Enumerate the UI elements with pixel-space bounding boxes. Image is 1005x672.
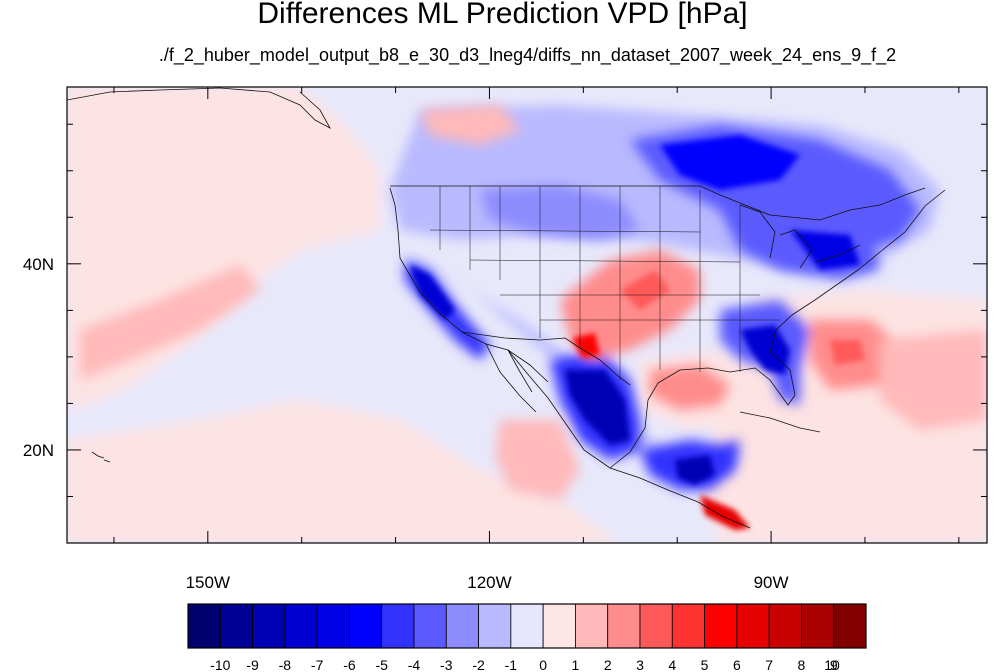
core-atlantic bbox=[830, 340, 865, 365]
colorbar-label: -2 bbox=[472, 657, 485, 672]
coastline-north-america bbox=[389, 187, 946, 529]
anomaly-northern-plains bbox=[480, 185, 640, 240]
colorbar-label: 10 bbox=[824, 657, 840, 672]
core-california bbox=[410, 265, 455, 320]
colorbar-swatch bbox=[639, 603, 673, 649]
colorbar-swatch bbox=[671, 603, 705, 649]
colorbar-label: -9 bbox=[246, 657, 259, 672]
colorbar-swatch bbox=[349, 603, 383, 649]
core-lakes bbox=[790, 230, 860, 270]
anomaly-pacific-northwest bbox=[420, 105, 520, 145]
colorbar-label: -4 bbox=[408, 657, 421, 672]
anomaly-pacific-south bbox=[67, 400, 620, 543]
colorbar-swatch bbox=[801, 603, 835, 649]
colorbar-label: -3 bbox=[440, 657, 453, 672]
colorbar-swatch bbox=[252, 603, 286, 649]
colorbar-label: -8 bbox=[279, 657, 292, 672]
field-cores bbox=[410, 135, 865, 530]
axis-ticks: 150W 120W 90W 40N 20N bbox=[23, 87, 987, 592]
colorbar-label: 1 bbox=[572, 657, 580, 672]
colorbar-label: 6 bbox=[733, 657, 741, 672]
anomaly-atlantic-east bbox=[880, 330, 987, 430]
core-plains bbox=[620, 270, 670, 310]
colorbar-label: 9 bbox=[830, 657, 838, 672]
colorbar-swatch bbox=[768, 603, 802, 649]
colorbar-swatch bbox=[445, 603, 479, 649]
plot-area bbox=[67, 87, 987, 543]
core-hudson bbox=[660, 135, 800, 190]
colorbar-swatch bbox=[704, 603, 738, 649]
colorbar-label: 3 bbox=[636, 657, 644, 672]
core-central-america bbox=[675, 455, 715, 485]
colorbar-label: 4 bbox=[668, 657, 676, 672]
colorbar-label: 5 bbox=[701, 657, 709, 672]
colorbar-label: -5 bbox=[375, 657, 388, 672]
coastline-baja bbox=[485, 343, 537, 413]
coastline-gulf-of-california bbox=[507, 349, 549, 383]
colorbar: -10 -9 -8 -7 -6 -5 -4 -3 -2 -1 0 1 2 3 4 5 6 7 8 910 bbox=[187, 603, 867, 672]
border-us-mexico bbox=[461, 331, 631, 386]
border-us-canada bbox=[390, 185, 926, 221]
colorbar-swatch bbox=[381, 603, 415, 649]
colorbar-label: 2 bbox=[604, 657, 612, 672]
colorbar-swatch bbox=[833, 603, 867, 649]
colorbar-swatch bbox=[478, 603, 512, 649]
colorbar-swatch bbox=[284, 603, 318, 649]
map-title: Differences ML Prediction VPD [hPa] bbox=[257, 0, 748, 30]
anomaly-baja-south bbox=[495, 420, 580, 500]
colorbar-swatch bbox=[510, 603, 544, 649]
colorbar-label: -7 bbox=[311, 657, 324, 672]
colorbar-swatch bbox=[736, 603, 770, 649]
lon-tick-label: 150W bbox=[186, 573, 230, 592]
colorbar-label: 7 bbox=[765, 657, 773, 672]
core-florida bbox=[740, 325, 790, 375]
cuba bbox=[739, 411, 821, 433]
colorbar-swatch bbox=[575, 603, 609, 649]
colorbar-swatch bbox=[413, 603, 447, 649]
core-mexico bbox=[565, 370, 630, 445]
lat-tick-label: 40N bbox=[23, 255, 54, 274]
colorbar-label: -1 bbox=[505, 657, 518, 672]
boundaries bbox=[67, 87, 946, 529]
great-lakes bbox=[739, 204, 861, 269]
anomaly-south-central bbox=[560, 250, 700, 360]
lat-tick-label: 20N bbox=[23, 441, 54, 460]
colorbar-label: -10 bbox=[210, 657, 230, 672]
lon-tick-label: 120W bbox=[467, 573, 511, 592]
map-subtitle: ./f_2_huber_model_output_b8_e_30_d3_lneg… bbox=[158, 45, 897, 65]
colorbar-label: 0 bbox=[539, 657, 547, 672]
core-texas bbox=[572, 333, 600, 358]
colorbar-swatch bbox=[187, 603, 221, 649]
coastline-alaska bbox=[67, 87, 332, 129]
colorbar-swatch bbox=[316, 603, 350, 649]
colorbar-frame bbox=[187, 603, 867, 649]
colorbar-swatch bbox=[607, 603, 641, 649]
core-central-america-coast bbox=[700, 495, 750, 530]
colorbar-swatch bbox=[219, 603, 253, 649]
colorbar-swatch bbox=[542, 603, 576, 649]
lon-tick-label: 90W bbox=[754, 573, 789, 592]
colorbar-label: 8 bbox=[798, 657, 806, 672]
colorbar-label: -6 bbox=[343, 657, 356, 672]
anomaly-pacific-band bbox=[80, 265, 260, 380]
state-lines bbox=[429, 186, 780, 380]
hawaii-islands bbox=[91, 451, 111, 463]
plot-frame bbox=[66, 86, 988, 544]
